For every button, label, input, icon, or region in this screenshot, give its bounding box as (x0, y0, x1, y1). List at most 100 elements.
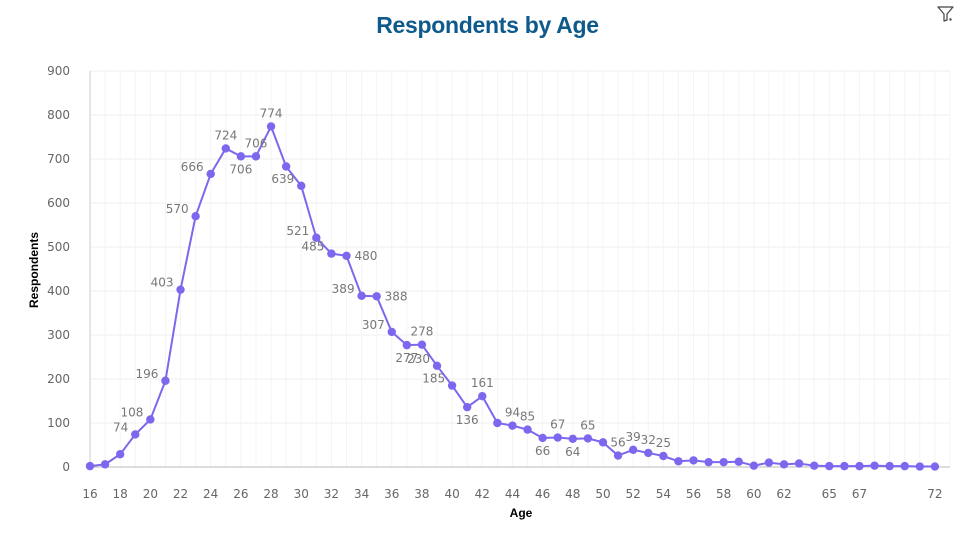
data-label: 278 (410, 325, 433, 339)
data-label: 521 (286, 224, 309, 238)
data-point (644, 448, 653, 458)
data-label: 485 (301, 240, 324, 254)
x-tick-label: 24 (203, 487, 218, 501)
y-tick-label: 900 (47, 64, 70, 78)
y-axis-title: Respondents (27, 232, 41, 308)
data-label: 724 (214, 128, 237, 142)
filter-button[interactable] (936, 4, 956, 24)
data-label: 136 (456, 413, 479, 427)
data-point (387, 327, 396, 337)
data-label: 277 (395, 351, 418, 365)
data-point (900, 461, 909, 471)
data-point (885, 461, 894, 471)
data-point (583, 434, 593, 443)
data-point (342, 251, 351, 260)
data-point (810, 461, 819, 470)
y-tick-label: 200 (47, 372, 70, 386)
data-point (719, 457, 728, 467)
data-point (161, 376, 170, 385)
data-point (115, 450, 125, 459)
data-label: 185 (422, 372, 445, 386)
data-point (432, 361, 442, 370)
data-label: 66 (535, 444, 550, 458)
x-tick-label: 22 (173, 487, 188, 501)
x-tick-label: 18 (113, 487, 128, 501)
data-point (206, 169, 215, 179)
gridlines (89, 70, 951, 468)
x-tick-label: 40 (444, 487, 459, 501)
y-tick-label: 700 (47, 152, 70, 166)
data-label: 639 (271, 172, 294, 186)
data-label: 25 (656, 436, 671, 450)
data-point (825, 461, 834, 471)
axes: 0 100 200 300 400 500 600 700 800 900 16 18 20 22 24 26… (47, 64, 950, 501)
data-point (704, 457, 713, 467)
data-point (447, 381, 457, 390)
data-point (478, 391, 487, 401)
y-tick-label: 800 (47, 108, 70, 122)
data-point (327, 249, 336, 258)
data-point (176, 285, 185, 294)
x-tick-label: 65 (822, 487, 837, 501)
data-point (236, 152, 246, 161)
y-tick-label: 400 (47, 284, 70, 298)
x-tick-label: 20 (143, 487, 158, 501)
data-point (794, 459, 804, 468)
data-label: 570 (166, 202, 189, 216)
data-point (508, 421, 517, 430)
data-label: 39 (626, 430, 641, 444)
x-tick-label: 58 (716, 487, 731, 501)
data-label: 706 (245, 136, 268, 150)
data-point (855, 461, 864, 471)
x-tick-label: 34 (354, 487, 369, 501)
x-tick-label: 50 (595, 487, 610, 501)
data-label: 480 (354, 249, 377, 263)
data-label: 666 (181, 160, 204, 174)
data-point (764, 458, 774, 467)
x-tick-label: 72 (927, 487, 942, 501)
data-point (221, 144, 230, 153)
x-tick-label: 44 (505, 487, 520, 501)
data-point (779, 460, 789, 469)
data-point (251, 152, 261, 161)
y-tick-label: 300 (47, 328, 70, 342)
x-tick-label: 38 (414, 487, 429, 501)
y-tick-label: 600 (47, 196, 70, 210)
data-point (523, 425, 532, 434)
data-point (493, 418, 502, 428)
data-point (870, 461, 879, 470)
data-point (659, 451, 668, 461)
data-point (840, 461, 849, 471)
x-tick-label: 30 (294, 487, 309, 501)
data-point (749, 461, 759, 470)
data-label: 196 (136, 367, 159, 381)
x-tick-label: 26 (233, 487, 248, 501)
data-label: 389 (332, 282, 355, 296)
data-point (734, 457, 743, 466)
data-label: 388 (385, 289, 408, 303)
data-point (191, 212, 200, 221)
x-tick-label: 46 (535, 487, 550, 501)
data-point (462, 402, 472, 412)
data-point (915, 462, 925, 471)
data-point (568, 434, 578, 444)
x-tick-label: 56 (686, 487, 701, 501)
x-tick-label: 52 (626, 487, 641, 501)
data-point (266, 122, 276, 131)
data-point (146, 415, 155, 424)
data-label: 307 (362, 318, 385, 332)
data-point (628, 445, 638, 455)
data-label: 85 (520, 410, 535, 424)
data-label: 65 (580, 418, 595, 432)
data-label: 32 (641, 433, 656, 447)
x-tick-label: 62 (776, 487, 791, 501)
data-label: 403 (151, 276, 174, 290)
x-tick-label: 42 (475, 487, 490, 501)
y-tick-label: 100 (47, 416, 70, 430)
data-point (297, 181, 306, 191)
data-point (689, 456, 698, 465)
data-label: 64 (565, 445, 580, 459)
data-label: 108 (120, 405, 143, 419)
data-points (85, 122, 940, 471)
